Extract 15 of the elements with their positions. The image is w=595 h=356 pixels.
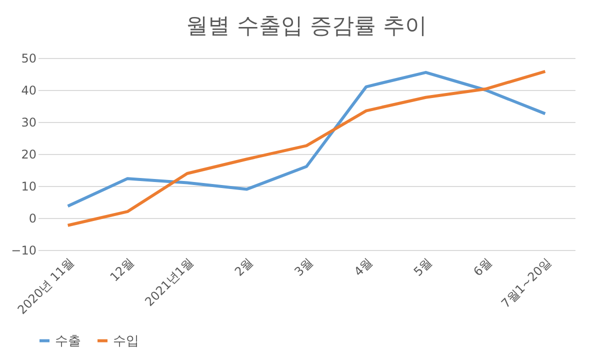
chart-title: 월별 수출입 증감률 추이	[186, 14, 427, 39]
x-tick-label: 3월	[292, 255, 316, 279]
x-tick-label: 5월	[411, 255, 435, 279]
y-tick-label: 30	[21, 116, 36, 130]
legend-label: 수출	[55, 334, 81, 349]
x-tick-label: 4월	[351, 255, 376, 279]
y-tick-label: 0	[28, 212, 36, 226]
y-tick-label: 10	[21, 180, 36, 194]
y-tick-label: 50	[21, 52, 36, 66]
y-tick-label: −10	[11, 244, 36, 258]
legend-label: 수입	[113, 334, 139, 349]
x-tick-label: 6월	[470, 255, 494, 279]
y-tick-label: 40	[21, 84, 36, 98]
x-tick-label: 2월	[232, 255, 256, 279]
y-tick-label: 20	[21, 148, 36, 162]
